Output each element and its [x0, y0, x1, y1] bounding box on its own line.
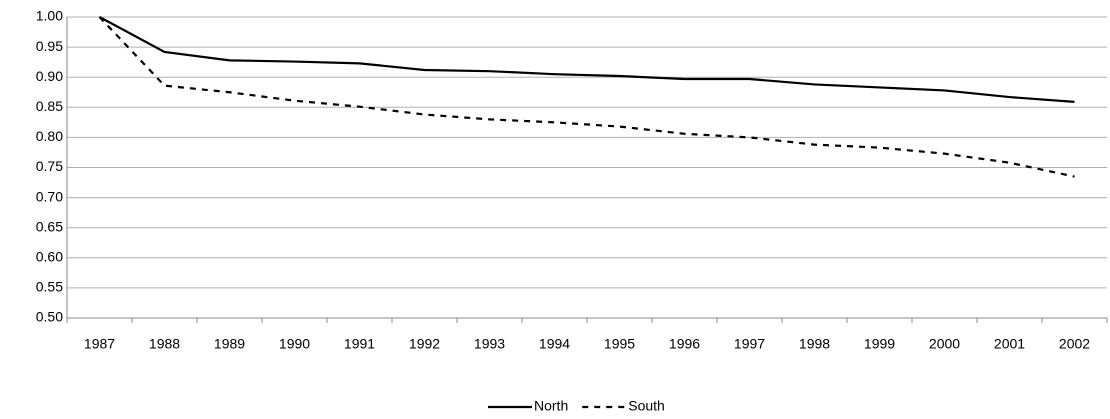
series-line — [98, 16, 1075, 178]
x-tick-label: 1998 — [799, 336, 830, 352]
x-tick-label: 1987 — [84, 336, 115, 352]
y-tick-label: 0.65 — [36, 218, 63, 234]
x-tick-label: 1988 — [149, 336, 180, 352]
y-tick-label: 1.00 — [36, 8, 63, 24]
x-tick-label: 2002 — [1059, 336, 1090, 352]
y-tick-label: 0.95 — [36, 38, 63, 54]
y-tick-label: 0.70 — [36, 188, 63, 204]
x-tick-label: 1997 — [734, 336, 765, 352]
y-tick-label: 0.60 — [36, 249, 63, 265]
y-tick-label: 0.90 — [36, 68, 63, 84]
y-tick-label: 0.55 — [36, 279, 63, 295]
x-tick-label: 2000 — [929, 336, 960, 352]
x-tick-label: 1991 — [344, 336, 375, 352]
x-tick-label: 1994 — [539, 336, 570, 352]
x-tick-label: 1989 — [214, 336, 245, 352]
y-tick-label: 0.80 — [36, 128, 63, 144]
legend-label: South — [628, 398, 665, 414]
x-tick-label: 1996 — [669, 336, 700, 352]
x-tick-label: 1999 — [864, 336, 895, 352]
x-tick-label: 1995 — [604, 336, 635, 352]
x-tick-label: 2001 — [994, 336, 1025, 352]
x-tick-label: 1992 — [409, 336, 440, 352]
legend-label: North — [534, 398, 568, 414]
x-tick-label: 1990 — [279, 336, 310, 352]
series-line — [98, 16, 1075, 103]
y-tick-label: 0.75 — [36, 158, 63, 174]
y-tick-label: 0.50 — [36, 309, 63, 325]
x-tick-label: 1993 — [474, 336, 505, 352]
y-tick-label: 0.85 — [36, 98, 63, 114]
